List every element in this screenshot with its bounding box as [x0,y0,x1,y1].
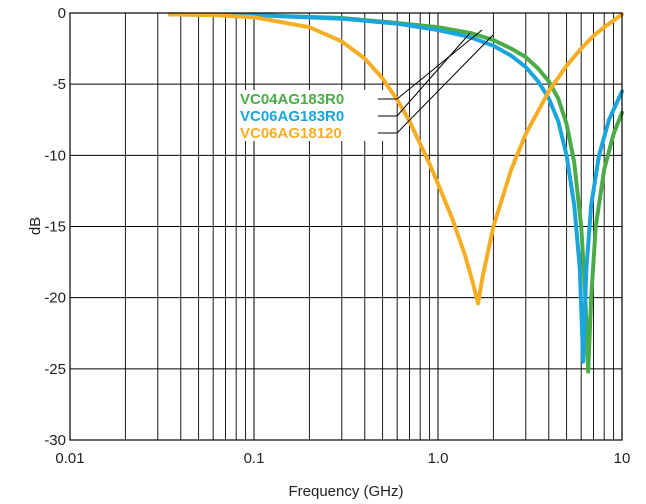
y-tick-label: -10 [44,147,66,164]
legend-leader-line [378,32,471,117]
y-tick-label: -20 [44,290,66,307]
plot-border [69,12,623,441]
x-tick-label: 1.0 [428,450,449,467]
tick-labels: 0.01 0.1 1.0 10 0 -5 -10 -15 -20 -25 -30 [44,5,630,467]
legend-leader-line [378,34,494,134]
series-group [168,12,624,374]
legend-backdrop [238,124,384,141]
series-line-vc06ag183r0 [168,12,624,364]
legend-backdrop [238,107,384,124]
x-tick-label: 10 [614,450,631,467]
x-tick-label: 0.01 [55,450,84,467]
y-tick-label: -30 [44,432,66,449]
y-axis-label: dB [27,217,44,235]
legend-label-vc06ag18120: VC06AG18120 [240,125,342,142]
series-line-vc04ag183r0 [168,12,624,374]
series-line-vc06ag18120 [168,12,624,306]
legend-backdrop [238,90,384,107]
plot-frame [69,12,623,441]
x-axis-label: Frequency (GHz) [288,483,403,500]
y-tick-label: -15 [44,219,66,236]
y-tick-label: -5 [53,76,66,93]
legend-label-vc04ag183r0: VC04AG183R0 [240,91,344,108]
y-tick-label: 0 [58,5,66,22]
grid [69,12,623,441]
legend-label-vc06ag183r0: VC06AG183R0 [240,108,344,125]
legend-leader-line [378,29,483,100]
x-tick-label: 0.1 [244,450,265,467]
y-tick-label: -25 [44,361,66,378]
